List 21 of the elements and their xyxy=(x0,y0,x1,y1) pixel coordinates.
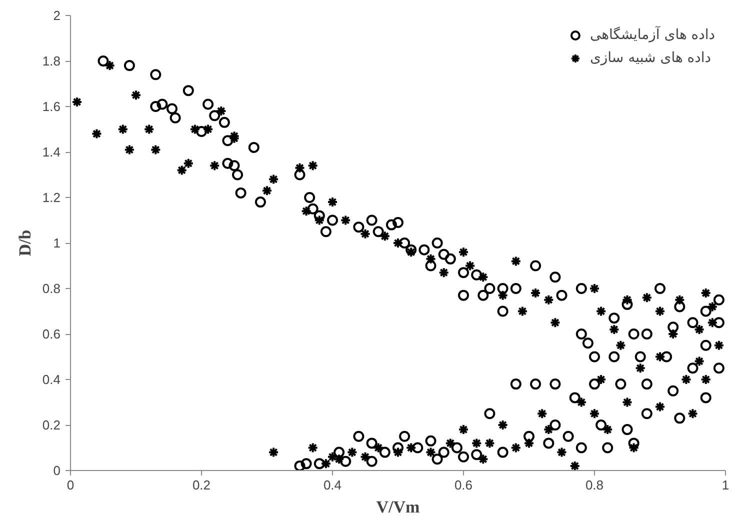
x-tick-label: 0.4 xyxy=(323,478,342,492)
x-tick-label: 0.6 xyxy=(454,478,473,492)
y-tick-label: 0 xyxy=(53,463,61,478)
x-tick-label: 0.2 xyxy=(192,478,211,492)
x-axis-title: V/Vm xyxy=(376,498,420,516)
x-tick-label: 0.8 xyxy=(585,478,604,492)
y-tick-label: 0.2 xyxy=(42,418,61,432)
x-tick-label: 0 xyxy=(66,478,74,492)
y-tick-label: 2 xyxy=(53,8,61,23)
legend-label: داده های شبیه سازی xyxy=(590,50,711,66)
y-tick-label: 0.8 xyxy=(42,281,61,296)
y-tick-label: 1.4 xyxy=(42,144,61,160)
x-tick-label: 1 xyxy=(722,478,730,492)
y-tick-label: 0.6 xyxy=(42,326,61,342)
y-axis-title: D/b xyxy=(15,230,34,256)
legend-label: داده های آزمایشگاهی xyxy=(590,27,715,43)
y-tick-label: 0.4 xyxy=(42,372,61,387)
y-tick-label: 1.2 xyxy=(42,190,61,205)
y-tick-label: 1.6 xyxy=(42,99,61,114)
y-tick-label: 1.8 xyxy=(42,54,61,68)
y-tick-label: 1 xyxy=(53,236,61,250)
